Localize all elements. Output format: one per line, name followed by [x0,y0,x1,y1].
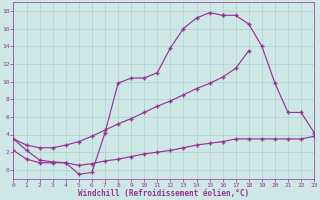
X-axis label: Windchill (Refroidissement éolien,°C): Windchill (Refroidissement éolien,°C) [78,189,249,198]
